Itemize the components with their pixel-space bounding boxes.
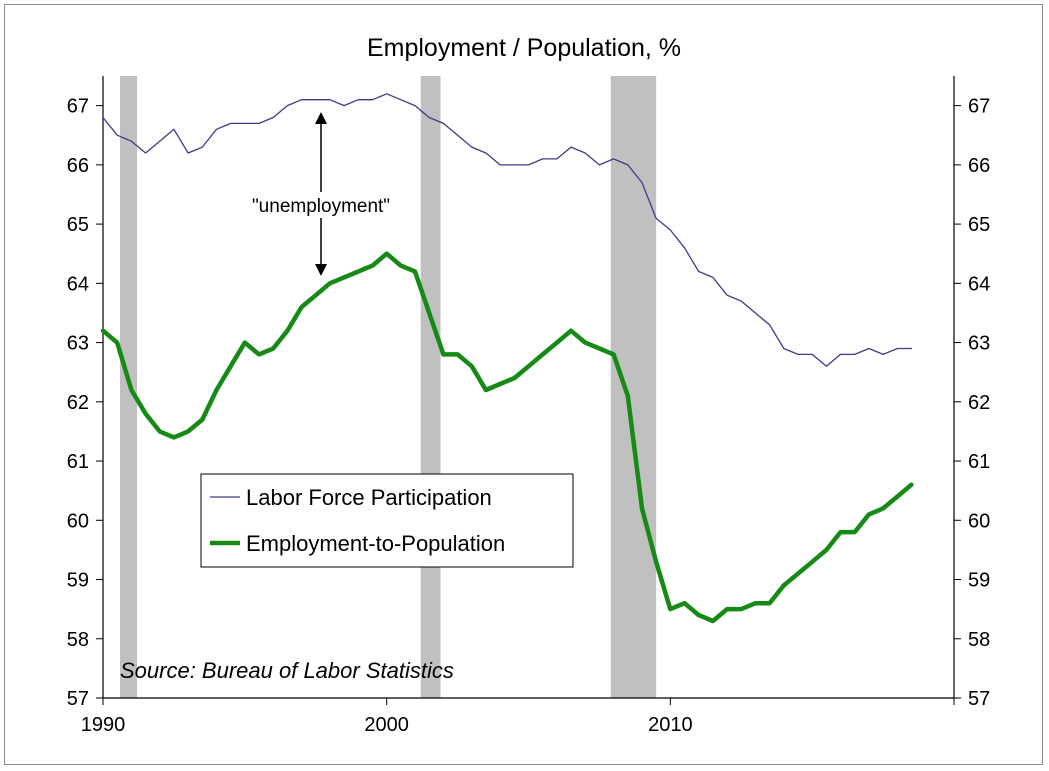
- y-tick-label-right: 67: [968, 96, 990, 118]
- recession-band-2: [420, 76, 441, 698]
- y-tick-label-right: 59: [968, 570, 990, 592]
- legend-label-participation: Labor Force Participation: [246, 485, 492, 510]
- annotation-arrowhead-up: [315, 112, 327, 124]
- y-tick-label-left: 60: [67, 510, 89, 532]
- annotation-label: "unemployment": [252, 196, 390, 217]
- chart-title: Employment / Population, %: [367, 34, 681, 62]
- legend-box: [200, 473, 574, 568]
- series-line-employment: [100, 251, 914, 624]
- y-ticks: 57 57 58 58 59 59 60 60 61 61 62 62 63 63 64 64 65 65 66 66…: [67, 96, 991, 710]
- x-tick-label: 2000: [364, 714, 409, 736]
- series-lines: [100, 93, 914, 624]
- y-tick-label-left: 64: [67, 273, 89, 295]
- y-tick-label-right: 62: [968, 392, 990, 414]
- y-tick-label-right: 63: [968, 333, 990, 355]
- source-note: Source: Bureau of Labor Statistics: [120, 658, 454, 683]
- y-tick-label-right: 65: [968, 214, 990, 236]
- legend: Labor Force Participation Employment-to-…: [200, 473, 574, 568]
- series-line-participation: [102, 93, 913, 367]
- axes: [102, 76, 955, 699]
- y-tick-label-left: 62: [67, 392, 89, 414]
- y-tick-label-right: 66: [968, 155, 990, 177]
- chart-frame: [4, 4, 1043, 765]
- annotation-arrowhead-down: [315, 264, 327, 276]
- y-tick-label-right: 57: [968, 688, 990, 710]
- x-tick-label: 1990: [81, 714, 126, 736]
- recession-bands: [120, 76, 657, 698]
- x-ticks: 1990 2000 2010: [81, 698, 955, 736]
- y-tick-label-left: 61: [67, 451, 89, 473]
- y-tick-label-left: 65: [67, 214, 89, 236]
- y-tick-label-right: 61: [968, 451, 990, 473]
- unemployment-annotation: "unemployment": [252, 112, 390, 276]
- y-tick-label-left: 63: [67, 333, 89, 355]
- y-tick-label-left: 58: [67, 629, 89, 651]
- y-tick-label-left: 57: [67, 688, 89, 710]
- y-tick-label-left: 66: [67, 155, 89, 177]
- y-tick-label-right: 64: [968, 273, 990, 295]
- y-tick-label-left: 67: [67, 96, 89, 118]
- legend-label-employment: Employment-to-Population: [246, 531, 505, 556]
- y-tick-label-right: 60: [968, 510, 990, 532]
- x-tick-label: 2010: [648, 714, 693, 736]
- y-tick-label-left: 59: [67, 570, 89, 592]
- y-tick-label-right: 58: [968, 629, 990, 651]
- recession-band-3: [610, 76, 657, 698]
